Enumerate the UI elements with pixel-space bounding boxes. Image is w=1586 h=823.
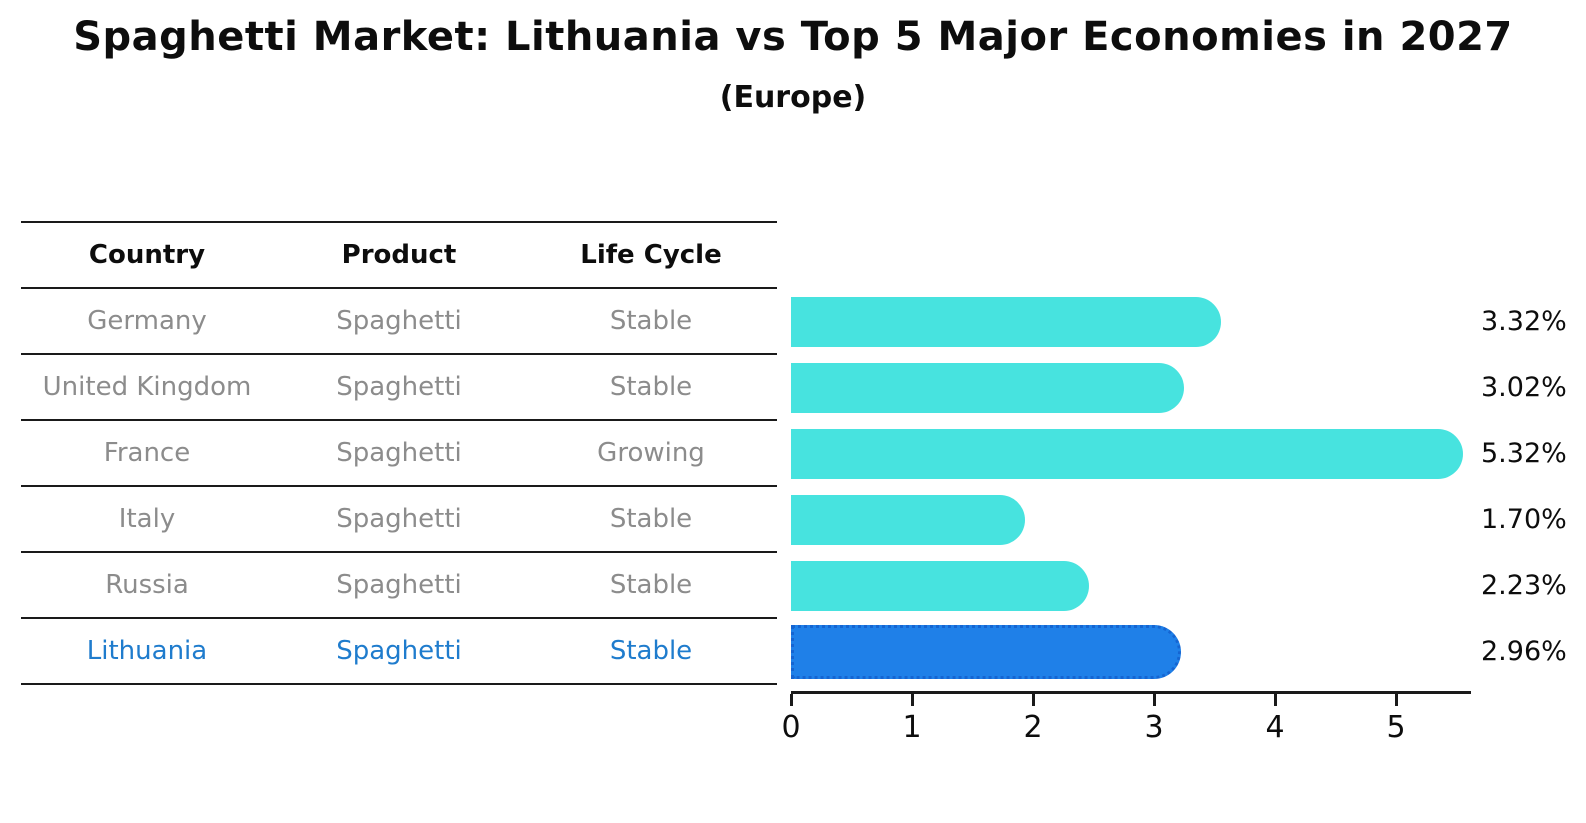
product-cell: Spaghetti [336,438,462,468]
product-cell: Spaghetti [336,570,462,600]
header-country: Country [88,240,206,270]
x-axis-tick [1394,694,1398,706]
value-label-france: 5.32% [1481,438,1567,469]
bar-france [791,429,1463,479]
x-axis-tick-label: 4 [1265,710,1285,745]
table-row-russia: Russia Spaghetti Stable [21,553,777,619]
bar-lithuania [791,625,1182,679]
country-cell: Italy [118,504,176,534]
life-cycle-cell: Stable [609,636,693,666]
country-cell: Germany [87,306,207,336]
chart-subtitle: (Europe) [719,80,867,115]
x-axis-tick [910,694,914,706]
product-cell: Spaghetti [336,306,462,336]
life-cycle-cell: Stable [609,570,693,600]
country-table: Country Product Life Cycle Germany Spagh… [21,221,777,685]
value-label-united-kingdom: 3.02% [1481,372,1567,403]
x-axis-tick [1152,694,1156,706]
x-axis-tick-label: 3 [1144,710,1164,745]
country-cell: France [103,438,191,468]
value-label-italy: 1.70% [1481,504,1567,535]
chart-title: Spaghetti Market: Lithuania vs Top 5 Maj… [73,14,1513,60]
bar-italy [791,495,1025,545]
product-cell: Spaghetti [336,504,462,534]
value-label-russia: 2.23% [1481,570,1567,601]
country-cell: Lithuania [86,636,208,666]
life-cycle-cell: Growing [597,438,705,468]
life-cycle-cell: Stable [609,504,693,534]
x-axis-tick-label: 5 [1386,710,1406,745]
table-row-united-kingdom: United Kingdom Spaghetti Stable [21,355,777,421]
x-axis [791,691,1471,694]
bar-germany [791,297,1221,347]
country-cell: Russia [105,570,189,600]
bar-russia [791,561,1089,611]
life-cycle-cell: Stable [609,372,693,402]
table-header-row: Country Product Life Cycle [21,223,777,289]
x-axis-tick [1273,694,1277,706]
bar-united-kingdom [791,363,1185,413]
life-cycle-cell: Stable [609,306,693,336]
header-life-cycle: Life Cycle [580,240,722,270]
country-cell: United Kingdom [42,372,252,402]
product-cell: Spaghetti [336,372,462,402]
x-axis-tick-label: 1 [902,710,922,745]
x-axis-tick-label: 0 [781,710,801,745]
table-row-lithuania: Lithuania Spaghetti Stable [21,619,777,685]
header-product: Product [341,240,457,270]
table-row-germany: Germany Spaghetti Stable [21,289,777,355]
table-row-france: France Spaghetti Growing [21,421,777,487]
x-axis-tick [789,694,793,706]
value-label-lithuania: 2.96% [1481,636,1567,667]
product-cell: Spaghetti [336,636,462,666]
x-axis-tick-label: 2 [1023,710,1043,745]
value-label-germany: 3.32% [1481,306,1567,337]
x-axis-tick [1031,694,1035,706]
table-row-italy: Italy Spaghetti Stable [21,487,777,553]
